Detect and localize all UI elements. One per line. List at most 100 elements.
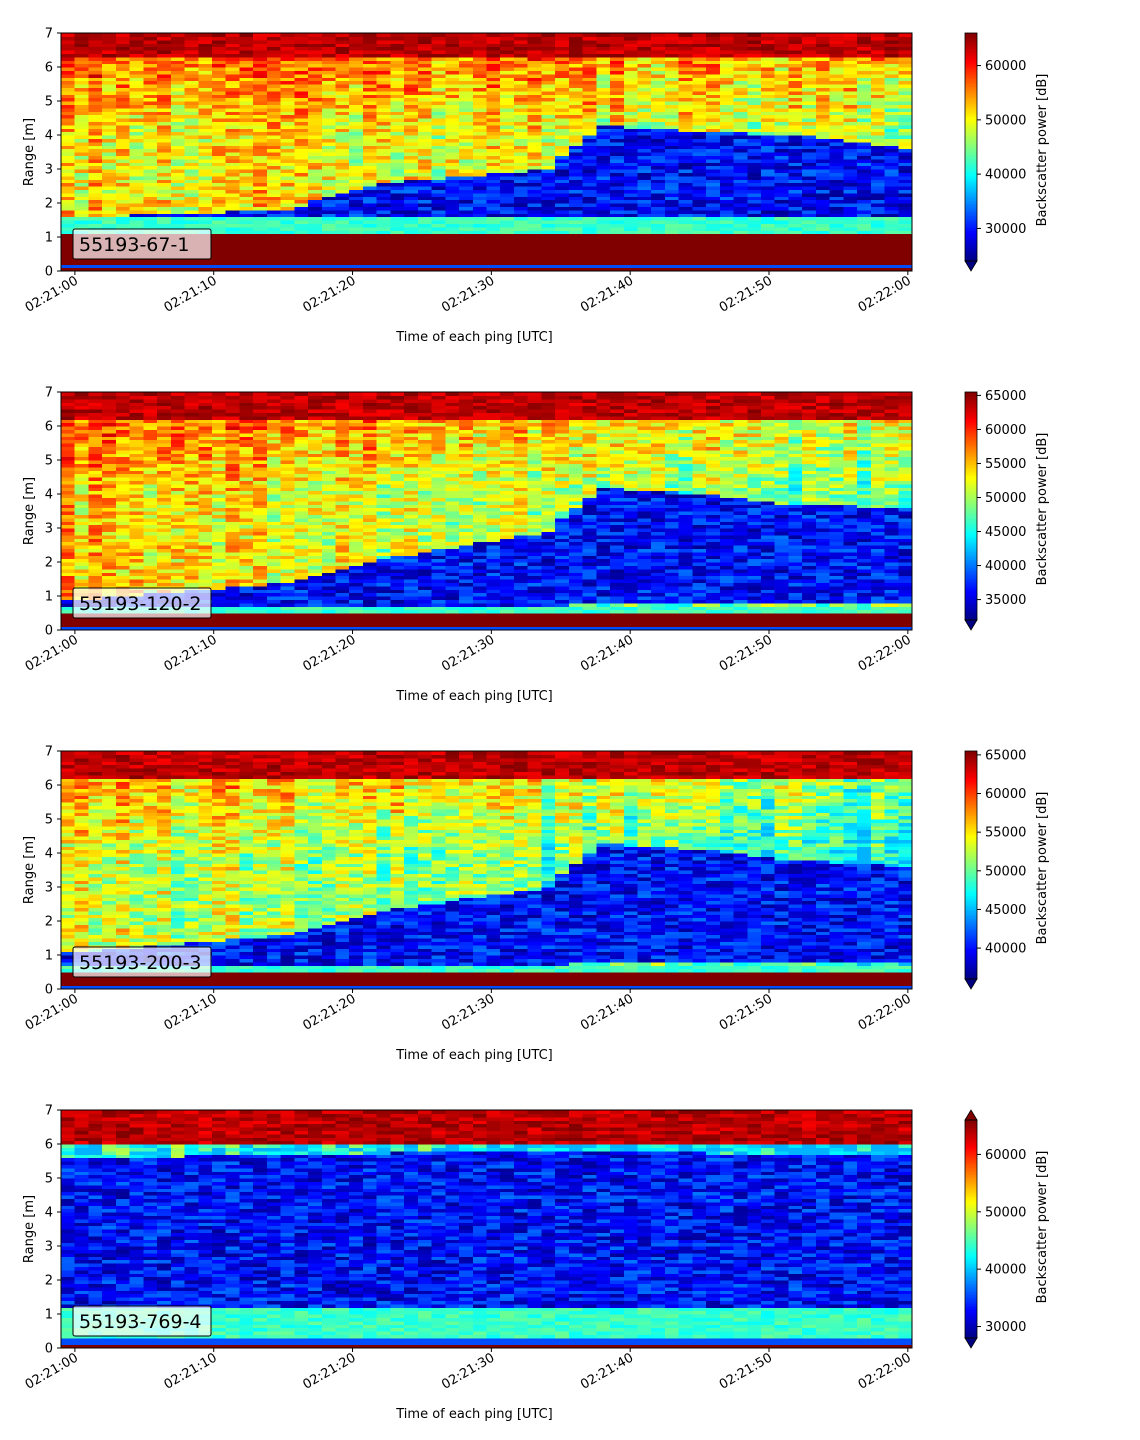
heatmap-cell bbox=[239, 264, 253, 268]
heatmap-cell bbox=[281, 159, 295, 163]
heatmap-cell bbox=[610, 183, 624, 187]
heatmap-cell bbox=[349, 217, 363, 221]
heatmap-cell bbox=[336, 251, 350, 255]
heatmap-cell bbox=[445, 193, 459, 197]
heatmap-cell bbox=[445, 264, 459, 268]
heatmap-cell bbox=[734, 234, 748, 238]
heatmap-cell bbox=[418, 176, 432, 180]
heatmap-cell bbox=[830, 264, 844, 268]
heatmap-cell bbox=[885, 244, 899, 248]
heatmap-cell bbox=[898, 166, 912, 170]
heatmap-cell bbox=[569, 227, 583, 231]
heatmap-cell bbox=[102, 166, 116, 170]
heatmap-cell bbox=[377, 166, 391, 170]
heatmap-cell bbox=[88, 142, 102, 146]
heatmap-cell bbox=[75, 453, 89, 457]
heatmap-cell bbox=[322, 217, 336, 221]
heatmap-cell bbox=[788, 217, 802, 221]
heatmap-cell bbox=[651, 159, 665, 163]
heatmap-cell bbox=[665, 142, 679, 146]
heatmap-cell bbox=[308, 149, 322, 153]
heatmap-cell bbox=[473, 200, 487, 204]
colorbar-tick-label: 60000 bbox=[985, 59, 1026, 74]
heatmap-cell bbox=[363, 227, 377, 231]
heatmap-cell bbox=[747, 200, 761, 204]
heatmap-cell bbox=[143, 183, 157, 187]
heatmap-cell bbox=[816, 166, 830, 170]
heatmap-cell bbox=[294, 244, 308, 248]
heatmap-cell bbox=[253, 244, 267, 248]
heatmap-cell bbox=[871, 210, 885, 214]
heatmap-cell bbox=[459, 132, 473, 136]
heatmap-cell bbox=[157, 33, 171, 37]
heatmap-cell bbox=[637, 264, 651, 268]
heatmap-cell bbox=[418, 234, 432, 238]
heatmap-cell bbox=[239, 183, 253, 187]
heatmap-cell bbox=[541, 166, 555, 170]
heatmap-cell bbox=[898, 193, 912, 197]
heatmap-cell bbox=[336, 33, 350, 37]
heatmap-cell bbox=[212, 244, 226, 248]
heatmap-cell bbox=[555, 33, 569, 37]
heatmap-cell bbox=[239, 217, 253, 221]
heatmap-cell bbox=[130, 470, 144, 474]
heatmap-cell bbox=[555, 183, 569, 187]
heatmap-cell bbox=[390, 149, 404, 153]
heatmap-cell bbox=[734, 251, 748, 255]
heatmap-cell bbox=[720, 176, 734, 180]
heatmap-cell bbox=[500, 166, 514, 170]
heatmap-cell bbox=[130, 149, 144, 153]
colorbar-tick-label: 50000 bbox=[985, 113, 1026, 128]
heatmap-cell bbox=[294, 142, 308, 146]
heatmap-cell bbox=[651, 200, 665, 204]
heatmap-cell bbox=[336, 159, 350, 163]
heatmap-cell bbox=[281, 142, 295, 146]
heatmap-cell bbox=[624, 244, 638, 248]
heatmap-cell bbox=[692, 142, 706, 146]
heatmap-cell bbox=[514, 244, 528, 248]
heatmap-cell bbox=[171, 183, 185, 187]
heatmap-cell bbox=[775, 244, 789, 248]
heatmap-cell bbox=[336, 244, 350, 248]
heatmap-cell bbox=[843, 132, 857, 136]
heatmap-cell bbox=[720, 210, 734, 214]
y-tick-label: 4 bbox=[45, 129, 53, 144]
heatmap-cell bbox=[185, 264, 199, 268]
heatmap-cell bbox=[706, 176, 720, 180]
heatmap-cell bbox=[816, 244, 830, 248]
heatmap-cell bbox=[226, 264, 240, 268]
heatmap-cell bbox=[116, 264, 130, 268]
heatmap-cell bbox=[432, 159, 446, 163]
heatmap-cell bbox=[88, 159, 102, 163]
heatmap-cell bbox=[802, 132, 816, 136]
heatmap-cell bbox=[363, 159, 377, 163]
heatmap-cell bbox=[830, 244, 844, 248]
heatmap-cell bbox=[239, 234, 253, 238]
heatmap-cell bbox=[377, 176, 391, 180]
heatmap-cell bbox=[459, 33, 473, 37]
heatmap-cell bbox=[308, 142, 322, 146]
heatmap-cell bbox=[541, 193, 555, 197]
heatmap-cell bbox=[390, 234, 404, 238]
heatmap-cell bbox=[404, 176, 418, 180]
heatmap-cell bbox=[459, 159, 473, 163]
heatmap-cell bbox=[651, 210, 665, 214]
heatmap-cell bbox=[679, 142, 693, 146]
heatmap-cell bbox=[88, 166, 102, 170]
heatmap-cell bbox=[143, 166, 157, 170]
heatmap-cell bbox=[459, 234, 473, 238]
heatmap-cell bbox=[308, 33, 322, 37]
heatmap-cell bbox=[308, 183, 322, 187]
heatmap-cell bbox=[706, 234, 720, 238]
heatmap-cell bbox=[102, 402, 116, 406]
heatmap-cell bbox=[212, 132, 226, 136]
heatmap-cell bbox=[857, 176, 871, 180]
heatmap-cell bbox=[294, 159, 308, 163]
heatmap-cell bbox=[88, 200, 102, 204]
heatmap-cell bbox=[171, 166, 185, 170]
heatmap-cell bbox=[775, 234, 789, 238]
heatmap-cell bbox=[679, 210, 693, 214]
heatmap-cell bbox=[322, 227, 336, 231]
heatmap-cell bbox=[747, 33, 761, 37]
heatmap-cell bbox=[637, 149, 651, 153]
